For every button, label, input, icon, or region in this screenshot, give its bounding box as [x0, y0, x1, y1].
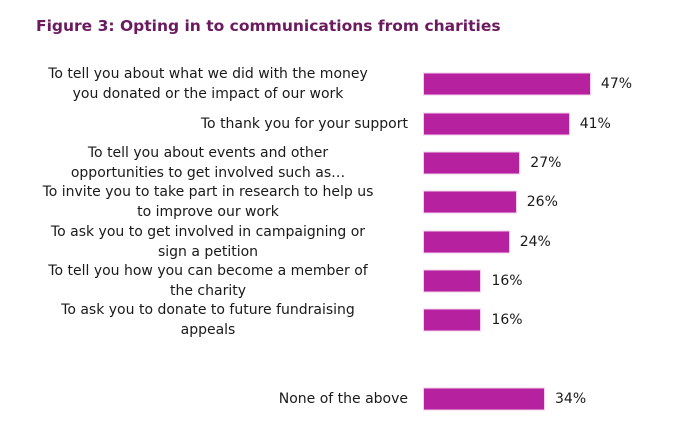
category-label: To ask you to donate to future fundraisi…	[61, 302, 355, 338]
value-label: 41%	[579, 116, 611, 132]
chart-title: Figure 3: Opting in to communications fr…	[36, 17, 501, 35]
bar	[424, 270, 481, 292]
bar	[424, 113, 569, 135]
bar	[424, 152, 520, 174]
category-label: To thank you for your support	[200, 116, 408, 132]
bar	[424, 231, 509, 253]
bar	[424, 388, 545, 410]
category-label: To tell you about what we did with the m…	[48, 66, 368, 102]
category-label: To invite you to take part in research t…	[42, 184, 374, 220]
bar	[424, 309, 481, 331]
bar	[424, 191, 516, 213]
value-label: 16%	[491, 273, 523, 289]
value-label: 34%	[555, 391, 587, 407]
category-label: None of the above	[278, 391, 408, 407]
category-label: To tell you how you can become a member …	[48, 263, 368, 299]
value-label: 24%	[519, 234, 551, 250]
value-label: 27%	[530, 155, 562, 171]
category-label: To ask you to get involved in campaignin…	[50, 224, 366, 260]
bar	[424, 73, 590, 95]
category-label: To tell you about events and other oppor…	[70, 145, 346, 181]
value-label: 47%	[600, 76, 633, 92]
value-label: 26%	[526, 194, 558, 210]
value-label: 16%	[491, 312, 523, 328]
